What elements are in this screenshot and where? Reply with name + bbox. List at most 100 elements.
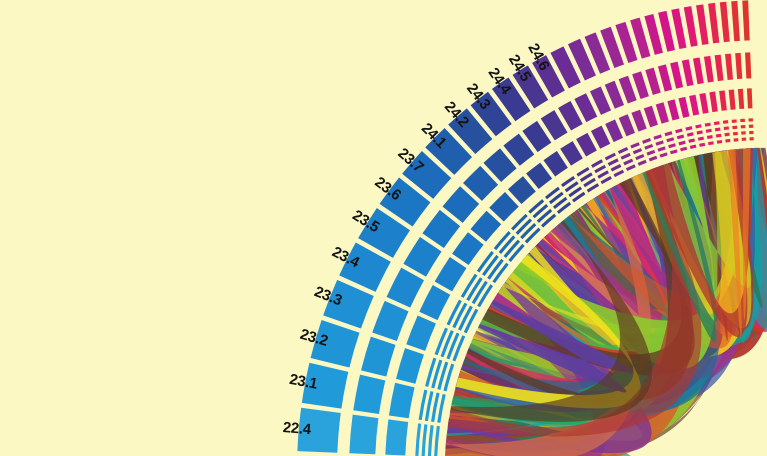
arc-segment-outer[interactable] xyxy=(600,26,625,68)
arc-segment-mid[interactable] xyxy=(503,133,535,166)
arc-segment-mid[interactable] xyxy=(725,53,734,80)
arc-segment-small[interactable] xyxy=(689,94,700,116)
arc-segment-small[interactable] xyxy=(452,232,484,266)
arc-tick-stripe xyxy=(715,133,722,138)
arc-tick-stripe xyxy=(446,299,462,326)
arc-segment-mid[interactable] xyxy=(386,267,425,308)
arc-segment-mid[interactable] xyxy=(618,75,637,104)
arc-segment-small[interactable] xyxy=(406,315,436,351)
arc-segment-mid[interactable] xyxy=(361,336,396,377)
arc-segment-outer[interactable] xyxy=(448,108,493,155)
arc-segment-outer[interactable] xyxy=(644,13,663,55)
arc-segment-outer[interactable] xyxy=(671,8,687,50)
arc-segment-outer[interactable] xyxy=(567,38,596,81)
arc-segment-mid[interactable] xyxy=(522,120,552,153)
arc-segment-mid[interactable] xyxy=(693,57,704,85)
arc-tick-stripe xyxy=(532,203,549,219)
arc-segment-outer[interactable] xyxy=(425,128,473,175)
arc-segment-small[interactable] xyxy=(605,119,623,143)
arc-segment-mid[interactable] xyxy=(353,374,386,415)
arc-tick-stripe xyxy=(632,148,643,155)
arc-segment-outer[interactable] xyxy=(708,2,720,44)
arc-segment-mid[interactable] xyxy=(657,64,673,92)
arc-segment-mid[interactable] xyxy=(645,67,661,95)
arc-tick-stripe xyxy=(498,235,516,255)
arc-segment-mid[interactable] xyxy=(574,93,598,123)
arc-segment-small[interactable] xyxy=(560,141,583,166)
arc-segment-small[interactable] xyxy=(396,348,424,384)
arc-segment-outer[interactable] xyxy=(550,46,581,89)
arc-segment-outer[interactable] xyxy=(696,4,709,45)
arc-segment-small[interactable] xyxy=(728,89,736,110)
arc-segment-mid[interactable] xyxy=(735,52,743,80)
arc-segment-outer[interactable] xyxy=(323,279,374,329)
arc-tick-stripe xyxy=(749,137,754,141)
arc-segment-outer[interactable] xyxy=(512,65,549,109)
arc-segment-small[interactable] xyxy=(526,162,553,190)
arc-segment-small[interactable] xyxy=(419,285,451,321)
arc-segment-mid[interactable] xyxy=(349,414,379,455)
arc-segment-mid[interactable] xyxy=(703,55,714,83)
arc-segment-small[interactable] xyxy=(434,257,467,292)
arc-segment-mid[interactable] xyxy=(589,86,612,115)
arc-segment-mid[interactable] xyxy=(670,61,684,89)
arc-segment-small[interactable] xyxy=(507,176,536,204)
arc-segment-small[interactable] xyxy=(737,88,745,110)
arc-segment-outer[interactable] xyxy=(339,242,391,292)
arc-segment-outer[interactable] xyxy=(297,407,341,453)
arc-segment-outer[interactable] xyxy=(658,10,675,52)
arc-tick-stripe xyxy=(446,332,460,360)
arc-segment-small[interactable] xyxy=(678,96,690,118)
arc-segment-small[interactable] xyxy=(385,419,409,456)
arc-segment-small[interactable] xyxy=(655,102,669,124)
arc-segment-mid[interactable] xyxy=(403,236,442,277)
arc-segment-mid[interactable] xyxy=(463,165,499,201)
arc-segment-small[interactable] xyxy=(388,382,415,419)
arc-segment-small[interactable] xyxy=(699,93,709,114)
arc-segment-outer[interactable] xyxy=(532,55,565,98)
arc-segment-outer[interactable] xyxy=(470,91,512,137)
arc-segment-mid[interactable] xyxy=(714,54,724,82)
arc-segment-outer[interactable] xyxy=(584,32,611,74)
arc-segment-outer[interactable] xyxy=(630,17,651,59)
arc-segment-mid[interactable] xyxy=(483,148,517,182)
arc-segment-outer[interactable] xyxy=(719,1,730,43)
arc-segment-small[interactable] xyxy=(667,99,680,121)
arc-segment-mid[interactable] xyxy=(745,52,752,79)
arc-segment-outer[interactable] xyxy=(615,21,638,63)
arc-segment-small[interactable] xyxy=(643,105,658,128)
arc-segment-small[interactable] xyxy=(618,114,635,137)
arc-segment-small[interactable] xyxy=(590,125,611,149)
arc-segment-mid[interactable] xyxy=(422,209,461,249)
arc-segment-mid[interactable] xyxy=(540,110,568,141)
arc-segment-outer[interactable] xyxy=(491,77,531,122)
arc-segment-mid[interactable] xyxy=(632,71,649,99)
arc-segment-small[interactable] xyxy=(631,109,647,132)
arc-tick-stripe xyxy=(657,146,666,152)
arc-tick-stripe xyxy=(653,134,662,140)
arc-segment-outer[interactable] xyxy=(742,0,750,41)
arc-segment-outer[interactable] xyxy=(379,177,431,227)
arc-segment-small[interactable] xyxy=(489,192,519,222)
arc-segment-mid[interactable] xyxy=(681,59,694,87)
arc-tick-stripe xyxy=(635,153,645,161)
arc-segment-outer[interactable] xyxy=(310,319,360,368)
arc-segment-small[interactable] xyxy=(719,90,727,111)
arc-segment-mid[interactable] xyxy=(604,80,625,109)
arc-segment-small[interactable] xyxy=(576,132,597,157)
arc-segment-mid[interactable] xyxy=(372,300,409,341)
arc-segment-outer[interactable] xyxy=(301,362,349,409)
arc-segment-small[interactable] xyxy=(543,151,568,177)
arc-segment-outer[interactable] xyxy=(683,6,698,47)
arc-segment-outer[interactable] xyxy=(731,0,740,42)
arc-segment-mid[interactable] xyxy=(442,186,480,223)
arc-segment-outer[interactable] xyxy=(402,150,452,199)
arc-segment-small[interactable] xyxy=(470,210,502,242)
arc-segment-small[interactable] xyxy=(709,91,718,113)
arc-segment-small[interactable] xyxy=(746,88,753,109)
arc-tick-stripe xyxy=(536,208,553,223)
arc-tick-stripe xyxy=(437,393,446,423)
arc-segment-outer[interactable] xyxy=(358,207,411,258)
arc-segment-mid[interactable] xyxy=(558,101,583,131)
